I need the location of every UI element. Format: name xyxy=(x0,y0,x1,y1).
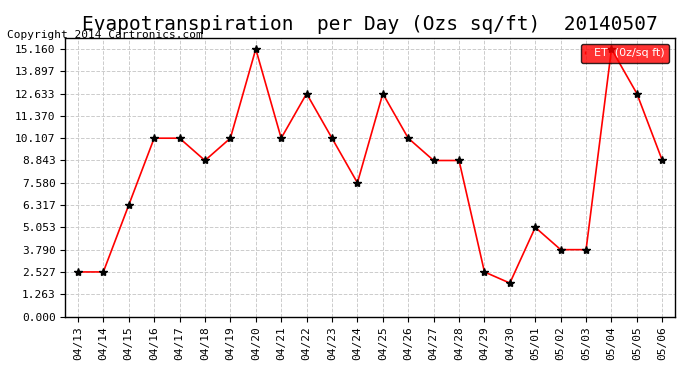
Legend: ET  (0z/sq ft): ET (0z/sq ft) xyxy=(581,44,669,63)
Title: Evapotranspiration  per Day (Ozs sq/ft)  20140507: Evapotranspiration per Day (Ozs sq/ft) 2… xyxy=(82,15,658,34)
Text: Copyright 2014 Cartronics.com: Copyright 2014 Cartronics.com xyxy=(7,30,203,39)
